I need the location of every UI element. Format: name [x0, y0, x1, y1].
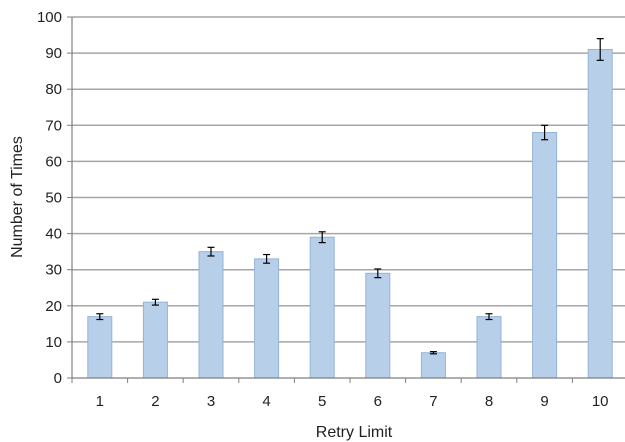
x-tick-label: 7 — [429, 393, 437, 410]
y-tick-label: 10 — [45, 334, 62, 351]
bar — [309, 236, 335, 379]
x-tick-label: 2 — [151, 393, 159, 410]
bar — [254, 258, 280, 379]
y-axis-title: Number of Times — [9, 136, 26, 258]
bar — [87, 316, 113, 379]
bar — [587, 48, 613, 379]
x-tick-labels: 1 2 3 4 5 6 7 8 9 10 — [96, 393, 609, 410]
bar — [420, 352, 446, 379]
error-bar — [263, 253, 271, 264]
y-tick-label: 80 — [45, 81, 62, 98]
error-bar — [541, 124, 549, 141]
error-bar — [485, 313, 493, 321]
x-tick-label: 6 — [374, 393, 382, 410]
error-bar — [596, 38, 604, 61]
bar — [476, 316, 502, 379]
y-tick-label: 70 — [45, 117, 62, 134]
y-tick-label: 90 — [45, 45, 62, 62]
error-bar — [207, 246, 215, 257]
y-tick-label: 20 — [45, 298, 62, 315]
x-tick-label: 8 — [485, 393, 493, 410]
x-tick-label: 1 — [96, 393, 104, 410]
x-tick-label: 5 — [318, 393, 326, 410]
error-bar — [429, 351, 437, 355]
bar — [365, 272, 391, 379]
y-tick-label: 60 — [45, 153, 62, 170]
y-tick-labels: 0 10 20 30 40 50 60 70 80 90 100 — [37, 9, 62, 387]
error-bar — [96, 313, 104, 321]
axes — [67, 16, 625, 383]
x-tick-label: 9 — [540, 393, 548, 410]
y-tick-label: 100 — [37, 9, 62, 26]
error-bar — [151, 298, 159, 306]
bar — [142, 301, 168, 379]
bar — [198, 251, 224, 379]
x-tick-label: 10 — [592, 393, 609, 410]
bar — [532, 132, 558, 379]
y-tick-label: 0 — [54, 370, 62, 387]
error-bars — [96, 38, 604, 355]
x-tick-label: 3 — [207, 393, 215, 410]
error-bar — [318, 231, 326, 244]
bars — [87, 48, 613, 379]
x-axis-title: Retry Limit — [316, 424, 393, 441]
x-tick-label: 4 — [262, 393, 270, 410]
y-tick-label: 40 — [45, 226, 62, 243]
y-tick-label: 30 — [45, 262, 62, 279]
error-bar — [374, 268, 382, 279]
y-tick-label: 50 — [45, 190, 62, 207]
